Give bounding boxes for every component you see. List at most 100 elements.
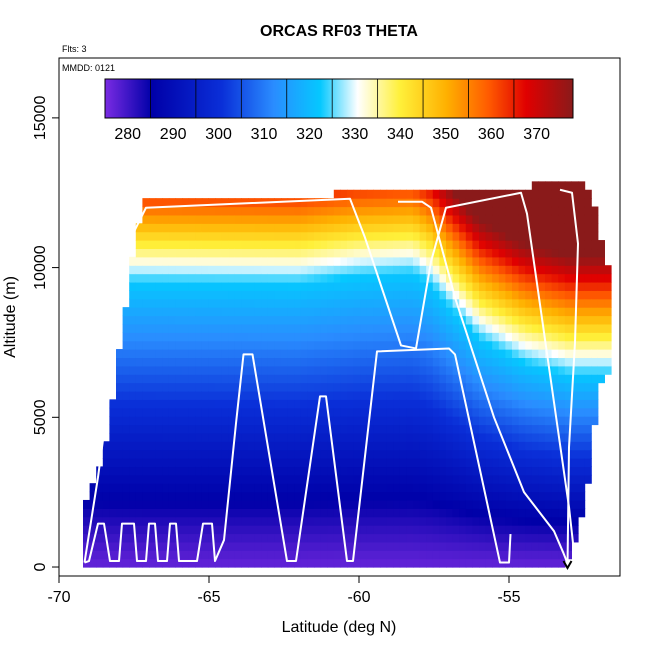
heatmap-cell	[149, 483, 157, 493]
heatmap-cell	[498, 290, 506, 300]
heatmap-cell	[234, 499, 242, 509]
heatmap-cell	[254, 307, 262, 317]
heatmap-cell	[188, 223, 196, 233]
heatmap-cell	[254, 466, 262, 476]
heatmap-cell	[162, 466, 170, 476]
heatmap-cell	[274, 256, 282, 266]
heatmap-cell	[195, 349, 203, 359]
heatmap-cell	[512, 223, 520, 233]
heatmap-cell	[525, 365, 533, 375]
heatmap-cell	[393, 466, 401, 476]
heatmap-cell	[281, 273, 289, 283]
heatmap-cell	[373, 516, 381, 526]
heatmap-cell	[525, 441, 533, 451]
heatmap-cell	[248, 474, 256, 484]
heatmap-cell	[129, 307, 137, 317]
heatmap-cell	[175, 390, 183, 400]
heatmap-cell	[571, 483, 579, 493]
heatmap-cell	[274, 407, 282, 417]
heatmap-cell	[347, 189, 355, 199]
heatmap-cell	[485, 349, 493, 359]
heatmap-cell	[578, 357, 586, 367]
heatmap-cell	[201, 491, 209, 501]
heatmap-cell	[241, 206, 249, 216]
heatmap-cell	[413, 424, 421, 434]
heatmap-cell	[591, 323, 599, 333]
heatmap-cell	[129, 449, 137, 459]
heatmap-cell	[432, 449, 440, 459]
heatmap-cell	[320, 315, 328, 325]
heatmap-cell	[188, 273, 196, 283]
heatmap-cell	[373, 458, 381, 468]
heatmap-cell	[142, 357, 150, 367]
heatmap-cell	[512, 198, 520, 208]
heatmap-cell	[446, 424, 454, 434]
heatmap-cell	[373, 223, 381, 233]
heatmap-cell	[254, 533, 262, 543]
heatmap-cell	[333, 407, 341, 417]
heatmap-cell	[564, 390, 572, 400]
heatmap-cell	[413, 374, 421, 384]
heatmap-cell	[419, 332, 427, 342]
heatmap-cell	[459, 474, 467, 484]
heatmap-cell	[287, 491, 295, 501]
heatmap-cell	[287, 223, 295, 233]
heatmap-cell	[182, 248, 190, 258]
heatmap-cell	[492, 357, 500, 367]
heatmap-cell	[386, 525, 394, 535]
heatmap-cell	[182, 240, 190, 250]
heatmap-cell	[551, 273, 559, 283]
heatmap-cell	[446, 558, 454, 568]
heatmap-cell	[538, 491, 546, 501]
heatmap-cell	[135, 558, 143, 568]
heatmap-cell	[314, 332, 322, 342]
heatmap-cell	[300, 240, 308, 250]
heatmap-cell	[182, 474, 190, 484]
heatmap-cell	[551, 424, 559, 434]
heatmap-cell	[347, 424, 355, 434]
heatmap-cell	[399, 349, 407, 359]
heatmap-cell	[578, 407, 586, 417]
heatmap-cell	[452, 240, 460, 250]
heatmap-cell	[221, 323, 229, 333]
heatmap-cell	[347, 357, 355, 367]
heatmap-cell	[525, 256, 533, 266]
heatmap-cell	[188, 458, 196, 468]
heatmap-cell	[267, 340, 275, 350]
heatmap-cell	[479, 382, 487, 392]
heatmap-cell	[294, 323, 302, 333]
heatmap-cell	[525, 290, 533, 300]
heatmap-cell	[241, 466, 249, 476]
heatmap-cell	[89, 491, 97, 501]
heatmap-cell	[195, 365, 203, 375]
heatmap-cell	[175, 399, 183, 409]
heatmap-cell	[149, 248, 157, 258]
heatmap-cell	[135, 357, 143, 367]
heatmap-cell	[228, 206, 236, 216]
heatmap-cell	[564, 432, 572, 442]
heatmap-cell	[314, 533, 322, 543]
heatmap-cell	[340, 298, 348, 308]
heatmap-cell	[294, 332, 302, 342]
heatmap-cell	[465, 365, 473, 375]
heatmap-cell	[432, 374, 440, 384]
heatmap-cell	[294, 558, 302, 568]
heatmap-cell	[208, 365, 216, 375]
heatmap-cell	[446, 340, 454, 350]
heatmap-cell	[452, 525, 460, 535]
heatmap-cell	[380, 441, 388, 451]
heatmap-cell	[109, 424, 117, 434]
heatmap-cell	[188, 541, 196, 551]
heatmap-cell	[360, 298, 368, 308]
heatmap-cell	[281, 558, 289, 568]
heatmap-cell	[584, 441, 592, 451]
heatmap-cell	[116, 458, 124, 468]
heatmap-cell	[373, 550, 381, 560]
heatmap-cell	[386, 298, 394, 308]
heatmap-cell	[472, 256, 480, 266]
heatmap-cell	[399, 265, 407, 275]
heatmap-cell	[518, 332, 526, 342]
heatmap-cell	[135, 349, 143, 359]
heatmap-cell	[287, 424, 295, 434]
heatmap-cell	[248, 357, 256, 367]
